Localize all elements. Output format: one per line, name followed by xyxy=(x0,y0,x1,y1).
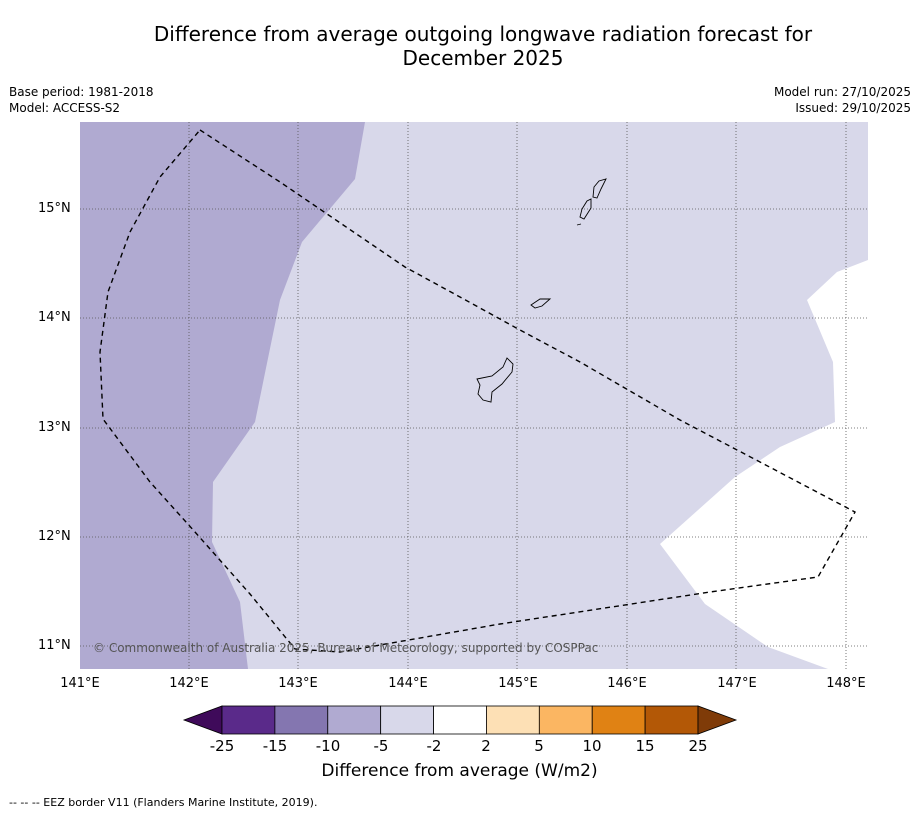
colorbar-tick: 10 xyxy=(582,737,602,755)
colorbar-svg xyxy=(182,705,738,735)
lon-label: 142°E xyxy=(169,676,209,691)
colorbar-cell xyxy=(274,705,329,735)
colorbar-tick: -15 xyxy=(262,737,288,755)
lon-label: 145°E xyxy=(498,676,538,691)
colorbar-cell xyxy=(380,705,434,735)
copyright-notice: © Commonwealth of Australia 2025, Bureau… xyxy=(93,641,599,655)
eez-footnote: -- -- -- EEZ border V11 (Flanders Marine… xyxy=(9,796,318,809)
base-period: Base period: 1981-2018 xyxy=(9,85,154,99)
colorbar-cell xyxy=(644,705,699,735)
lon-label: 146°E xyxy=(607,676,647,691)
island-saipan xyxy=(592,178,607,199)
map-svg xyxy=(80,122,868,669)
lat-label: 13°N xyxy=(38,420,71,435)
lat-label: 15°N xyxy=(38,201,71,216)
meta-right: Model run: 27/10/2025 Issued: 29/10/2025 xyxy=(774,84,911,116)
title-line-1: Difference from average outgoing longwav… xyxy=(153,22,813,46)
lon-label: 141°E xyxy=(60,676,100,691)
colorbar-label: Difference from average (W/m2) xyxy=(321,761,598,781)
island-tinian xyxy=(579,198,592,220)
colorbar-tick: 5 xyxy=(534,737,544,755)
colorbar-cell xyxy=(538,705,593,735)
issued-date: Issued: 29/10/2025 xyxy=(795,101,911,115)
map-title: Difference from average outgoing longwav… xyxy=(60,22,906,70)
islands xyxy=(476,178,607,403)
lat-label: 12°N xyxy=(38,529,71,544)
meta-left: Base period: 1981-2018 Model: ACCESS-S2 xyxy=(9,84,154,116)
island-guam xyxy=(476,357,514,403)
lat-label: 14°N xyxy=(38,310,71,325)
model-run: Model run: 27/10/2025 xyxy=(773,85,911,99)
eez-border xyxy=(99,129,856,653)
colorbar-cell xyxy=(591,705,646,735)
colorbar-cell xyxy=(221,705,276,735)
zone-minus2-plus2 xyxy=(660,260,868,669)
colorbar-tick: 25 xyxy=(688,737,708,755)
map-panel xyxy=(80,122,868,669)
colorbar-cells xyxy=(221,705,699,735)
title-line-2: December 2025 xyxy=(402,46,564,70)
zone-minus10-minus5 xyxy=(80,122,365,669)
colorbar-tick: -25 xyxy=(209,737,235,755)
colorbar-tick: 15 xyxy=(635,737,655,755)
lon-label: 147°E xyxy=(717,676,757,691)
graticule xyxy=(80,122,868,669)
colorbar-extend-high xyxy=(697,705,738,735)
colorbar-tick: -5 xyxy=(373,737,389,755)
colorbar-cell xyxy=(327,705,382,735)
colorbar-tick: -10 xyxy=(315,737,341,755)
lon-label: 144°E xyxy=(388,676,428,691)
colorbar-tick: 2 xyxy=(481,737,491,755)
colorbar-cell xyxy=(486,705,540,735)
island-rota xyxy=(530,298,552,309)
lat-label: 11°N xyxy=(38,638,71,653)
lon-label: 143°E xyxy=(278,676,318,691)
colorbar-extend-low xyxy=(182,705,223,735)
lon-label: 148°E xyxy=(826,676,866,691)
colorbar xyxy=(180,700,740,740)
colorbar-cell xyxy=(433,705,487,735)
model-name: Model: ACCESS-S2 xyxy=(9,101,121,115)
colorbar-tick: -2 xyxy=(426,737,442,755)
island-aguijan xyxy=(576,223,582,226)
